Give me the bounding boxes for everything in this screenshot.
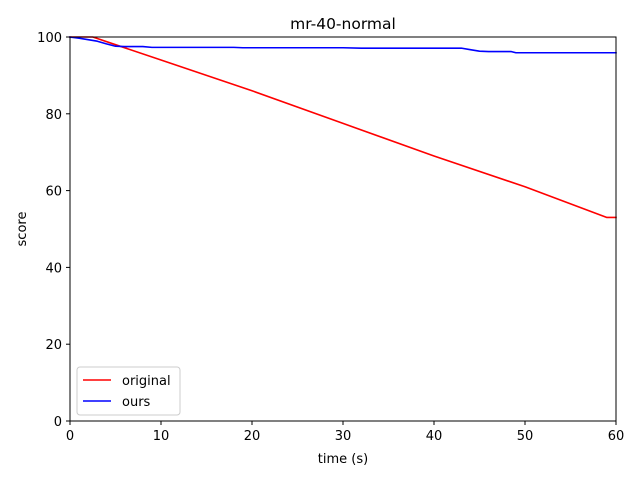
plot-lines <box>69 36 617 219</box>
x-axis-ticks: 0 10 20 30 40 50 60 <box>66 421 624 444</box>
y-tick-label: 0 <box>54 415 62 430</box>
x-tick-label: 50 <box>517 429 534 444</box>
legend-label-original: original <box>122 374 171 389</box>
y-tick-label: 100 <box>37 31 62 46</box>
series-line-original <box>69 36 617 219</box>
y-tick-label: 20 <box>45 338 62 353</box>
series-line-ours <box>69 36 617 54</box>
y-tick-label: 60 <box>45 185 62 200</box>
x-tick-label: 60 <box>608 429 625 444</box>
y-tick-label: 80 <box>45 108 62 123</box>
legend: original ours <box>76 366 181 416</box>
y-tick-label: 40 <box>45 261 62 276</box>
x-tick-label: 10 <box>153 429 170 444</box>
x-axis-label: time (s) <box>318 452 368 467</box>
legend-box <box>76 366 181 416</box>
x-tick-label: 40 <box>426 429 443 444</box>
chart-title: mr-40-normal <box>290 15 396 33</box>
x-tick-label: 20 <box>244 429 261 444</box>
legend-label-ours: ours <box>122 395 151 410</box>
x-tick-label: 0 <box>66 429 74 444</box>
y-axis-label: score <box>15 212 30 247</box>
x-tick-label: 30 <box>335 429 352 444</box>
plot-frame <box>69 36 617 422</box>
y-axis-ticks: 0 20 40 60 80 100 <box>37 31 70 430</box>
